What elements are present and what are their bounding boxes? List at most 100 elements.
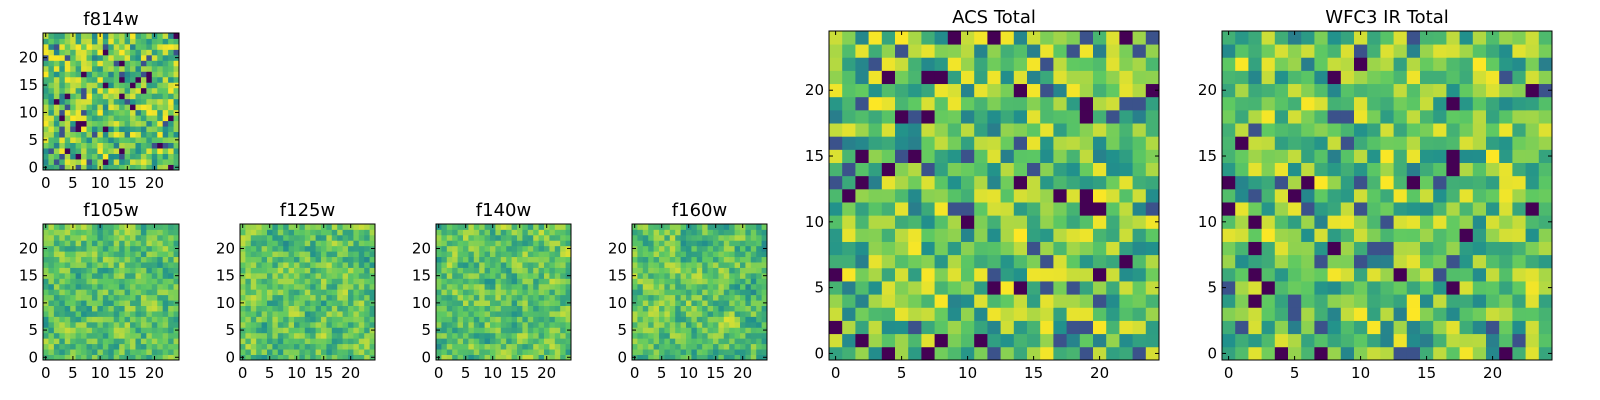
heatmap-cell: [245, 327, 252, 334]
heatmap-cell: [441, 240, 448, 247]
heatmap-cell: [637, 343, 644, 350]
x-tick-label: 5: [657, 364, 667, 382]
heatmap-cell: [113, 164, 120, 171]
heatmap-cell: [130, 38, 136, 45]
heatmap-cell: [756, 332, 762, 339]
heatmap-cell: [130, 43, 136, 50]
heatmap-cell: [490, 332, 496, 339]
heatmap-cell: [75, 278, 82, 285]
heatmap-cell: [1327, 175, 1342, 190]
heatmap-cell: [321, 256, 327, 263]
heatmap-cell: [707, 245, 714, 252]
heatmap-cell: [342, 354, 349, 361]
heatmap-cell: [146, 272, 153, 279]
heatmap-cell: [495, 262, 502, 268]
heatmap-cell: [1248, 136, 1262, 150]
heatmap-cell: [64, 245, 71, 252]
heatmap-cell: [364, 283, 370, 290]
heatmap-cell: [473, 327, 480, 334]
heatmap-cell: [124, 300, 131, 306]
heatmap-cell: [1000, 333, 1015, 348]
heatmap-cells: [43, 224, 180, 361]
heatmap-cell: [97, 245, 104, 252]
heatmap-cell: [102, 321, 109, 328]
heatmap-cell: [48, 65, 55, 72]
heatmap-cell: [119, 229, 125, 236]
heatmap-cell: [168, 131, 174, 138]
heatmap-cell: [1288, 149, 1302, 163]
heatmap-cell: [53, 338, 60, 345]
heatmap-cell: [648, 338, 654, 345]
heatmap-cell: [283, 343, 289, 350]
heatmap-cell: [1093, 320, 1107, 335]
heatmap-cell: [1459, 149, 1474, 163]
heatmap-cell: [1499, 281, 1513, 295]
heatmap-cell: [102, 120, 109, 127]
heatmap-cell: [304, 300, 311, 306]
heatmap-cell: [162, 278, 169, 285]
heatmap-cell: [1301, 346, 1315, 361]
heatmap-cell: [686, 289, 692, 296]
heatmap-cell: [53, 349, 60, 355]
heatmap-cell: [283, 224, 289, 230]
heatmap-cell: [108, 240, 115, 247]
heatmap-cell: [168, 251, 174, 258]
heatmap-cell: [91, 126, 98, 133]
heatmap-cell: [81, 164, 87, 171]
heatmap-cell: [146, 43, 153, 50]
heatmap-cell: [64, 43, 71, 50]
heatmap-cell: [91, 148, 98, 154]
heatmap-cell: [256, 278, 262, 285]
heatmap-cell: [1525, 333, 1540, 348]
heatmap-cell: [441, 332, 448, 339]
heatmap-cell: [70, 349, 77, 355]
heatmap-cell: [1393, 267, 1408, 282]
heatmap-cell: [277, 245, 284, 252]
heatmap-cell: [102, 65, 109, 72]
heatmap-cell: [267, 267, 273, 274]
heatmap-cell: [261, 327, 268, 334]
heatmap-cell: [653, 289, 660, 296]
heatmap-cell: [261, 272, 268, 279]
heatmap-cell: [348, 278, 354, 285]
heatmap-cell: [441, 229, 448, 236]
heatmap-cell: [173, 159, 180, 165]
heatmap-cell: [500, 305, 507, 312]
heatmap-cell: [277, 321, 284, 328]
heatmap-cell: [86, 38, 93, 45]
heatmap-cell: [1000, 57, 1015, 71]
heatmap-cell: [256, 354, 262, 361]
heatmap-cell: [1459, 346, 1474, 361]
heatmap-cell: [364, 240, 370, 247]
heatmap-cell: [868, 294, 883, 308]
heatmap-cell: [288, 338, 295, 345]
heatmap-cell: [168, 311, 174, 317]
heatmap-cell: [157, 38, 164, 45]
heatmap-cell: [702, 256, 708, 263]
heatmap-cell: [1499, 57, 1513, 71]
heatmap-cell: [457, 262, 464, 268]
heatmap-cell: [1525, 188, 1540, 203]
heatmap-cell: [369, 267, 376, 274]
heatmap-cell: [538, 251, 545, 258]
heatmap-cell: [124, 256, 131, 263]
heatmap-cell: [124, 49, 131, 56]
heatmap-cell: [457, 300, 464, 306]
heatmap-cell: [91, 82, 98, 89]
heatmap-cell: [130, 229, 136, 236]
heatmap-cell: [868, 96, 883, 111]
heatmap-cell: [43, 267, 49, 274]
heatmap-cell: [86, 104, 93, 111]
heatmap-cell: [64, 343, 71, 350]
heatmap-cell: [64, 283, 71, 290]
heatmap-cell: [908, 123, 922, 137]
heatmap-cell: [43, 294, 49, 301]
heatmap-cell: [637, 294, 644, 301]
heatmap-cell: [53, 71, 60, 78]
heatmap-cell: [1106, 215, 1120, 229]
heatmap-cell: [1380, 241, 1394, 256]
heatmap-cell: [168, 49, 174, 56]
heatmap-cell: [637, 240, 644, 247]
heatmap-cell: [146, 159, 153, 165]
heatmap-cell: [168, 115, 174, 122]
